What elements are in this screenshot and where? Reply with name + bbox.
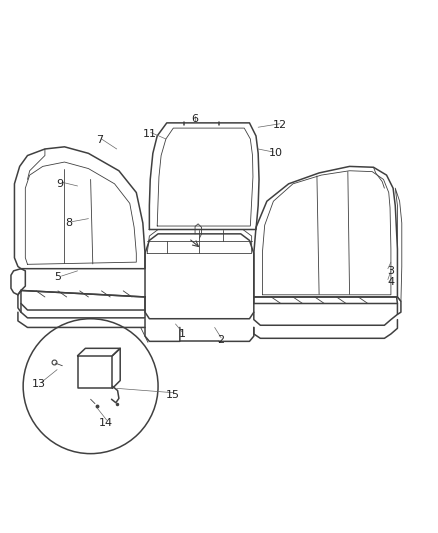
Text: 10: 10 — [268, 148, 283, 158]
Text: 11: 11 — [142, 129, 156, 139]
Text: 2: 2 — [218, 335, 225, 345]
Text: 3: 3 — [388, 266, 394, 276]
Text: 7: 7 — [96, 135, 103, 146]
Text: 1: 1 — [179, 329, 186, 339]
Text: 13: 13 — [32, 379, 46, 389]
Text: 4: 4 — [387, 277, 395, 287]
Text: 5: 5 — [54, 272, 61, 282]
Text: 6: 6 — [191, 114, 198, 124]
Text: 12: 12 — [273, 120, 287, 130]
Text: 14: 14 — [99, 418, 113, 428]
Text: 9: 9 — [57, 179, 64, 189]
Text: 8: 8 — [65, 218, 72, 228]
Text: 15: 15 — [166, 390, 180, 400]
